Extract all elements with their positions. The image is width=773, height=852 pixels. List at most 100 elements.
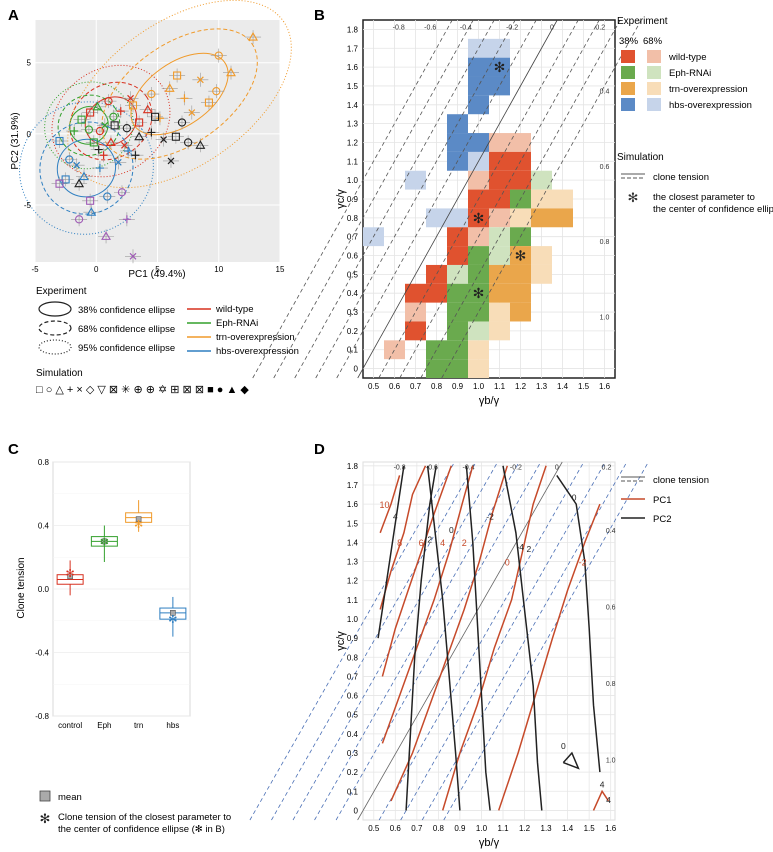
data-point — [195, 140, 206, 149]
d-ytick-label: 0.3 — [347, 749, 359, 758]
heatmap-cell — [489, 246, 510, 265]
panel-d-xticks: 0.5 0.6 0.7 0.8 0.9 1.0 1.1 1.2 1.3 1.4 1.5 1.6 — [368, 824, 617, 833]
data-point — [124, 146, 133, 155]
data-point — [79, 171, 89, 181]
data-point — [103, 192, 112, 201]
heatmap-cell — [426, 359, 447, 378]
b-ytick-label: 1.1 — [347, 157, 359, 166]
c-xtick-label: Eph — [97, 721, 111, 730]
heatmap-cell — [468, 302, 489, 322]
panel-a-yticks: 5 0 -5 — [24, 59, 32, 210]
heatmap-cell — [468, 264, 489, 284]
tension-label: -0.8 — [394, 465, 406, 472]
data-point — [99, 151, 108, 160]
panel-d-legend-pc2: PC2 — [653, 514, 671, 525]
data-point — [65, 155, 74, 164]
b-xtick-label: 1.6 — [599, 382, 611, 391]
heatmap-cell — [405, 321, 426, 341]
confidence-ellipse — [130, 52, 229, 136]
b-xtick-label: 0.6 — [389, 382, 401, 391]
tension-line — [252, 19, 453, 379]
heatmap-cell — [489, 283, 510, 303]
data-point — [117, 188, 127, 197]
mean-marker — [170, 610, 176, 616]
d-ytick-label: 0.2 — [347, 768, 359, 777]
pc1-contour-label: 2 — [462, 538, 467, 548]
tension-label: 0.2 — [602, 465, 612, 472]
panel-d-plot-area — [362, 461, 616, 821]
data-point — [134, 131, 145, 141]
pc2-contour-label: 0 — [572, 492, 577, 502]
data-point — [94, 145, 103, 154]
data-point — [151, 112, 160, 121]
b-ytick-label: 1.3 — [347, 120, 359, 129]
b-ytick-label: 1.8 — [347, 25, 359, 34]
data-point — [92, 101, 103, 111]
tension-line — [249, 461, 455, 821]
panel-a-xlabel: PC1 (49.4%) — [128, 269, 185, 280]
panel-b-ylabel: γc/γ — [335, 189, 347, 209]
data-point — [122, 215, 131, 224]
contour-line — [390, 465, 509, 802]
heatmap-cell — [468, 321, 489, 341]
legend-swatch-68 — [647, 66, 661, 79]
pc1-contour-label: -2 — [579, 557, 587, 567]
b-ytick-label: 1.5 — [347, 82, 359, 91]
tension-label: 0.4 — [606, 528, 616, 535]
data-point — [160, 136, 168, 144]
contour-line — [502, 465, 543, 811]
legend-swatch-68 — [647, 82, 661, 95]
contour-line — [562, 751, 580, 770]
heatmap-cell — [447, 321, 468, 341]
heatmap-cell — [489, 170, 510, 190]
closest-parameter-star: ✻ — [473, 285, 485, 301]
tension-line — [271, 461, 477, 821]
b-xtick-label: 1.2 — [515, 382, 527, 391]
tension-label: -0.6 — [426, 465, 438, 472]
b-xtick-label: 0.7 — [410, 382, 422, 391]
closest-star: ✻ — [168, 614, 177, 626]
mean-marker — [101, 538, 108, 545]
d-xtick-label: 1.1 — [497, 824, 509, 833]
heatmap-cell — [384, 340, 405, 360]
b-xtick-label: 0.9 — [452, 382, 464, 391]
tension-line — [314, 461, 520, 821]
heatmap-cell — [405, 302, 426, 322]
legend-label: Eph-RNAi — [669, 68, 711, 79]
data-point — [114, 158, 122, 166]
panel-b-experiment-legend: wild-type Eph-RNAi trn-overexpression hbs-o… — [621, 50, 752, 111]
panel-a-xticks: -5 0 5 10 15 — [31, 265, 285, 274]
experiment-legend-label: trn-overexpression — [216, 332, 295, 343]
b-xtick-label: 1.4 — [557, 382, 569, 391]
pc2-contour-label: -2 — [486, 511, 494, 521]
contour-line — [426, 465, 461, 811]
heatmap-cell — [510, 170, 531, 190]
c-xtick-label: hbs — [166, 721, 179, 730]
a-xtick-label: 10 — [214, 265, 223, 274]
panel-c-boxes: ✻ ✻ ✻ ✻ — [56, 500, 187, 637]
heatmap-cell — [468, 76, 489, 96]
heatmap-cell — [510, 208, 531, 228]
d-xtick-label: 0.9 — [454, 824, 466, 833]
panel-a-experiment-legend: wild-type Eph-RNAi trn-overexpression hbs-o… — [187, 304, 299, 357]
confidence-ellipse — [39, 121, 134, 215]
data-point — [167, 157, 175, 165]
b-xtick-label: 0.5 — [368, 382, 380, 391]
panel-c-ylabel: Clone tension — [16, 557, 27, 618]
d-ytick-label: 0 — [354, 806, 359, 815]
tension-label: -0.8 — [393, 24, 405, 31]
panel-a-legend-title: Experiment — [36, 286, 87, 297]
legend-star-text-cont: the center of confidence ellipse (✻ in B… — [58, 824, 225, 835]
tension-label: -0.4 — [460, 24, 472, 31]
d-ytick-label: 1.4 — [347, 538, 359, 547]
ellipse-38-label: 38% confidence ellipse — [78, 305, 175, 316]
tension-label: -0.6 — [424, 24, 436, 31]
heatmap-cell — [552, 189, 573, 209]
pc2-contour-label: 4 — [606, 795, 611, 805]
tension-line — [336, 19, 537, 379]
d-ytick-label: 1.3 — [347, 558, 359, 567]
legend-swatch-68 — [647, 50, 661, 63]
heatmap-cell — [426, 264, 447, 284]
ellipse-95-symbol — [38, 339, 72, 355]
d-xtick-label: 1.3 — [541, 824, 553, 833]
